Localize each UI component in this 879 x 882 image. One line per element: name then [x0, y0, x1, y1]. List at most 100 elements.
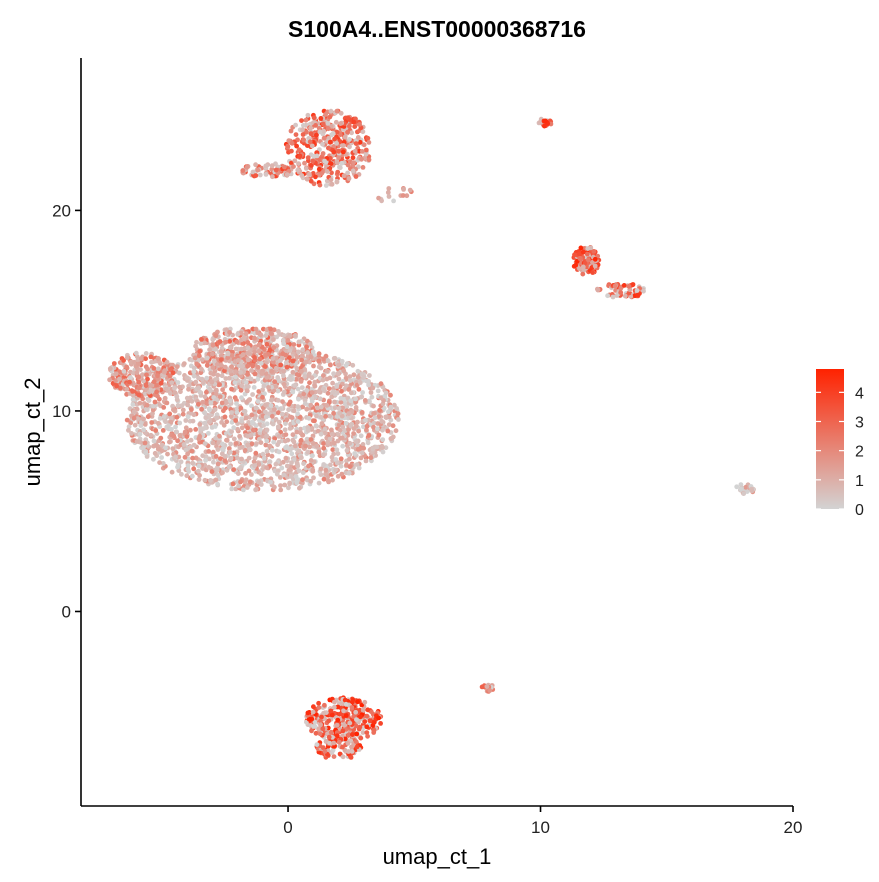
cell-point	[233, 369, 239, 374]
cell-point	[378, 381, 384, 387]
cell-point	[247, 446, 253, 452]
cell-point	[222, 368, 227, 374]
cell-point	[217, 382, 223, 387]
cell-point	[341, 143, 346, 148]
cell-point	[107, 366, 113, 372]
cell-point	[245, 345, 251, 351]
cell-point	[152, 399, 158, 405]
cell-point	[250, 169, 256, 175]
cell-point	[270, 421, 276, 427]
cell-point	[572, 252, 577, 258]
cell-point	[346, 470, 352, 476]
cell-point	[184, 434, 190, 439]
cell-point	[267, 459, 273, 465]
cell-point	[289, 451, 295, 457]
cell-point	[734, 484, 740, 490]
cell-point	[150, 407, 156, 413]
cell-point	[580, 249, 586, 255]
cell-point	[289, 460, 294, 466]
cell-point	[333, 467, 339, 473]
cell-point	[304, 406, 310, 412]
cell-point	[336, 362, 342, 368]
y-tick-label: 10	[52, 402, 71, 421]
cell-point	[340, 754, 346, 760]
cell-point	[363, 417, 368, 423]
cell-point	[295, 419, 301, 424]
cell-point	[202, 441, 208, 446]
cell-point	[218, 357, 224, 362]
cell-point	[215, 461, 221, 467]
cell-point	[141, 416, 147, 422]
cell-point	[148, 354, 154, 360]
cell-point	[276, 419, 282, 425]
cell-point	[174, 394, 180, 399]
cell-point	[305, 428, 311, 433]
cell-point	[236, 483, 242, 489]
cell-point	[379, 418, 385, 424]
cell-point	[213, 333, 219, 339]
cell-point	[232, 380, 238, 385]
cell-point	[253, 486, 259, 492]
cell-point	[295, 404, 301, 410]
cell-point	[298, 437, 304, 443]
cell-point	[200, 380, 206, 386]
cell-point	[283, 432, 289, 437]
cell-point	[107, 377, 112, 383]
cell-point	[290, 358, 296, 364]
cell-point	[311, 363, 316, 369]
cell-point	[239, 395, 244, 401]
cell-point	[364, 423, 370, 429]
cell-point	[268, 403, 274, 408]
cell-point	[358, 455, 364, 461]
y-tick-label: 20	[52, 201, 71, 220]
cell-point	[370, 446, 376, 452]
cell-point	[314, 132, 319, 138]
cell-point	[276, 329, 281, 334]
cell-point	[234, 401, 239, 406]
cell-point	[345, 740, 351, 746]
cell-point	[199, 406, 205, 412]
cell-point	[217, 394, 223, 399]
cell-point	[300, 432, 306, 438]
cell-point	[334, 414, 340, 419]
cell-point	[254, 441, 259, 446]
cell-point	[258, 360, 264, 366]
cell-point	[320, 726, 326, 732]
cell-point	[264, 433, 270, 439]
cell-point	[304, 176, 310, 182]
cell-point	[278, 362, 284, 368]
cell-point	[618, 286, 624, 291]
cell-point	[355, 374, 361, 380]
cell-point	[329, 712, 335, 718]
cell-point	[324, 178, 330, 184]
cell-point	[226, 446, 232, 451]
cell-point	[380, 437, 386, 442]
cell-point	[249, 472, 254, 477]
cell-point	[247, 351, 253, 357]
cell-point	[226, 464, 232, 470]
cell-point	[386, 409, 391, 415]
cell-point	[121, 369, 127, 374]
cell-point	[174, 364, 180, 369]
cell-point	[327, 740, 332, 746]
cell-point	[351, 119, 357, 125]
cell-point	[269, 413, 275, 419]
cell-point	[237, 433, 243, 439]
cell-point	[199, 366, 204, 372]
cell-point	[263, 409, 268, 415]
cell-point	[171, 407, 176, 413]
colorbar-tick-label: 4	[855, 385, 864, 402]
cell-point	[163, 419, 169, 425]
cell-point	[342, 736, 348, 742]
cell-point	[325, 390, 331, 396]
cell-point	[264, 341, 270, 347]
cell-point	[331, 371, 336, 376]
cell-point	[326, 386, 332, 391]
cell-point	[171, 433, 177, 439]
cell-point	[263, 172, 269, 177]
cell-point	[252, 345, 258, 351]
cell-point	[235, 358, 241, 363]
cell-point	[297, 154, 303, 160]
cell-point	[577, 251, 582, 257]
cell-point	[240, 352, 246, 357]
